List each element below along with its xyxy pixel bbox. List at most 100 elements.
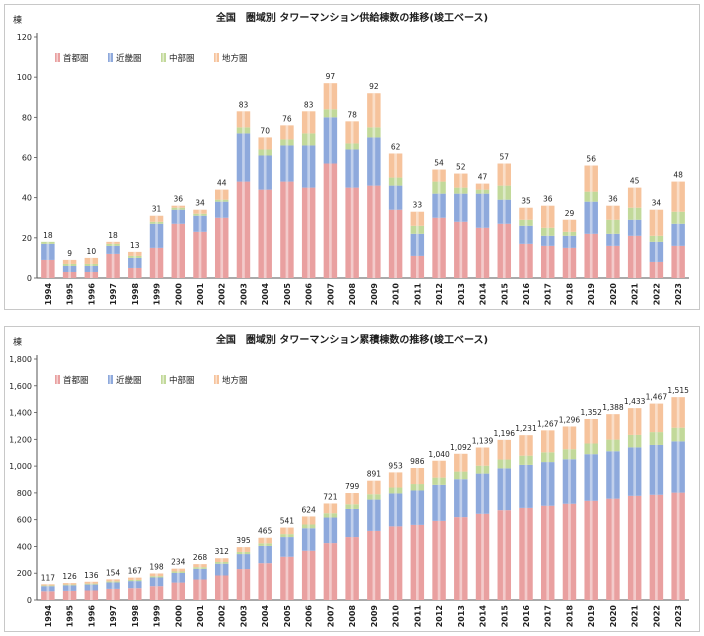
bar-segment-shuto: [562, 247, 577, 278]
bar-segment-chiho: [128, 577, 142, 580]
bar-highlight: [155, 223, 158, 248]
bar-highlight: [502, 163, 506, 186]
bar-segment-chubu: [149, 221, 164, 224]
bar-segment-chiho: [367, 93, 381, 128]
bar-segment-shuto: [236, 569, 251, 600]
bar-segment-chiho: [432, 460, 446, 478]
bar-segment-kinki: [62, 265, 77, 272]
bar-highlight: [372, 185, 376, 278]
bar-highlight: [546, 235, 550, 246]
bar-segment-shuto: [606, 498, 620, 600]
bar-segment-chiho: [627, 408, 642, 435]
bar-highlight: [350, 504, 354, 509]
bar-highlight: [437, 193, 441, 218]
bar-highlight: [307, 550, 311, 600]
bar-highlight: [633, 408, 637, 435]
bar-segment-shuto: [671, 492, 685, 600]
total-label: 83: [239, 100, 249, 109]
bar-highlight: [155, 221, 158, 224]
bar-highlight: [676, 397, 680, 428]
bar-highlight: [394, 153, 397, 178]
bar-segment-shuto: [193, 231, 207, 278]
bar-highlight: [372, 137, 376, 186]
y-tick-label: 20: [22, 234, 32, 243]
x-tick-label: 2017: [544, 283, 553, 305]
bar-highlight: [481, 513, 484, 600]
bar-highlight: [394, 526, 397, 600]
bar-highlight: [676, 181, 680, 212]
bar-highlight: [198, 579, 202, 600]
bar-segment-chubu: [475, 189, 490, 194]
bar-segment-chubu: [671, 427, 685, 442]
bar-highlight: [89, 271, 93, 278]
y-tick-label: 1,000: [9, 462, 32, 471]
bar-highlight: [155, 576, 158, 578]
bar-segment-chubu: [454, 471, 468, 480]
bar-segment-chubu: [280, 139, 294, 146]
bar-highlight: [242, 127, 245, 134]
bar-segment-chubu: [367, 127, 381, 138]
bar-segment-shuto: [106, 253, 120, 278]
y-tick-label: 100: [17, 73, 32, 82]
bar-highlight: [502, 223, 506, 278]
bar-segment-chubu: [497, 459, 512, 469]
bar-highlight: [329, 517, 332, 544]
bar-segment-chubu: [432, 477, 446, 485]
x-tick-label: 2012: [435, 605, 444, 627]
y-tick-label: 120: [17, 33, 32, 42]
bar-segment-kinki: [410, 490, 425, 525]
bar-highlight: [568, 426, 571, 450]
bar-segment-chubu: [454, 187, 468, 194]
bar-segment-chiho: [193, 209, 207, 214]
bar-segment-chubu: [106, 581, 120, 583]
total-label: 1,433: [624, 397, 646, 406]
bar-segment-chiho: [236, 111, 251, 128]
bar-highlight: [633, 207, 637, 220]
x-tick-label: 2021: [631, 283, 640, 306]
bar-segment-chubu: [41, 585, 55, 587]
bar-highlight: [350, 149, 354, 188]
chart-supply-panel: 全国 圏域別 タワーマンション供給棟数の推移(竣工ベース) 棟 0 20 40 60 80 1…: [4, 4, 700, 310]
total-label: 721: [323, 492, 338, 501]
bar-highlight: [502, 185, 506, 200]
bar-highlight: [611, 414, 615, 440]
bar-segment-chubu: [410, 225, 425, 234]
y-tick-label: 1,400: [9, 409, 32, 418]
bar-segment-chiho: [475, 447, 490, 466]
y-axis-unit: 棟: [13, 14, 22, 26]
x-tick-label: 2014: [479, 283, 488, 306]
y-axis-unit: 棟: [13, 336, 22, 348]
bar-segment-shuto: [193, 579, 207, 600]
bar-highlight: [285, 145, 289, 182]
legend-swatch-highlight: [56, 53, 58, 62]
bar-highlight: [502, 468, 506, 511]
bar-segment-shuto: [171, 582, 186, 600]
bar-highlight: [176, 568, 180, 572]
bar-highlight: [394, 209, 397, 278]
x-tick-label: 2018: [565, 605, 574, 628]
bar-segment-chubu: [475, 465, 490, 474]
bar-segment-shuto: [41, 259, 55, 278]
legend-swatch-highlight: [215, 375, 217, 384]
bar-segment-chubu: [128, 579, 142, 582]
total-label: 9: [67, 249, 72, 258]
x-tick-label: 2011: [413, 605, 422, 628]
bar-highlight: [568, 219, 571, 232]
bar-highlight: [198, 213, 202, 216]
bar-highlight: [415, 490, 419, 525]
total-label: 1,196: [494, 429, 516, 438]
legend-label-shuto: 首都圏: [63, 375, 89, 386]
bar-highlight: [329, 543, 332, 600]
bar-highlight: [372, 530, 376, 600]
bar-highlight: [568, 459, 571, 504]
bar-segment-kinki: [540, 235, 555, 246]
bar-highlight: [676, 245, 680, 278]
x-tick-label: 2012: [435, 283, 444, 305]
bar-highlight: [459, 193, 463, 222]
bar-highlight: [329, 513, 332, 518]
bar-segment-chiho: [171, 205, 186, 208]
bar-highlight: [394, 177, 397, 186]
bar-segment-chubu: [41, 241, 55, 244]
x-tick-label: 2007: [326, 283, 335, 305]
bar-segment-shuto: [149, 586, 164, 600]
